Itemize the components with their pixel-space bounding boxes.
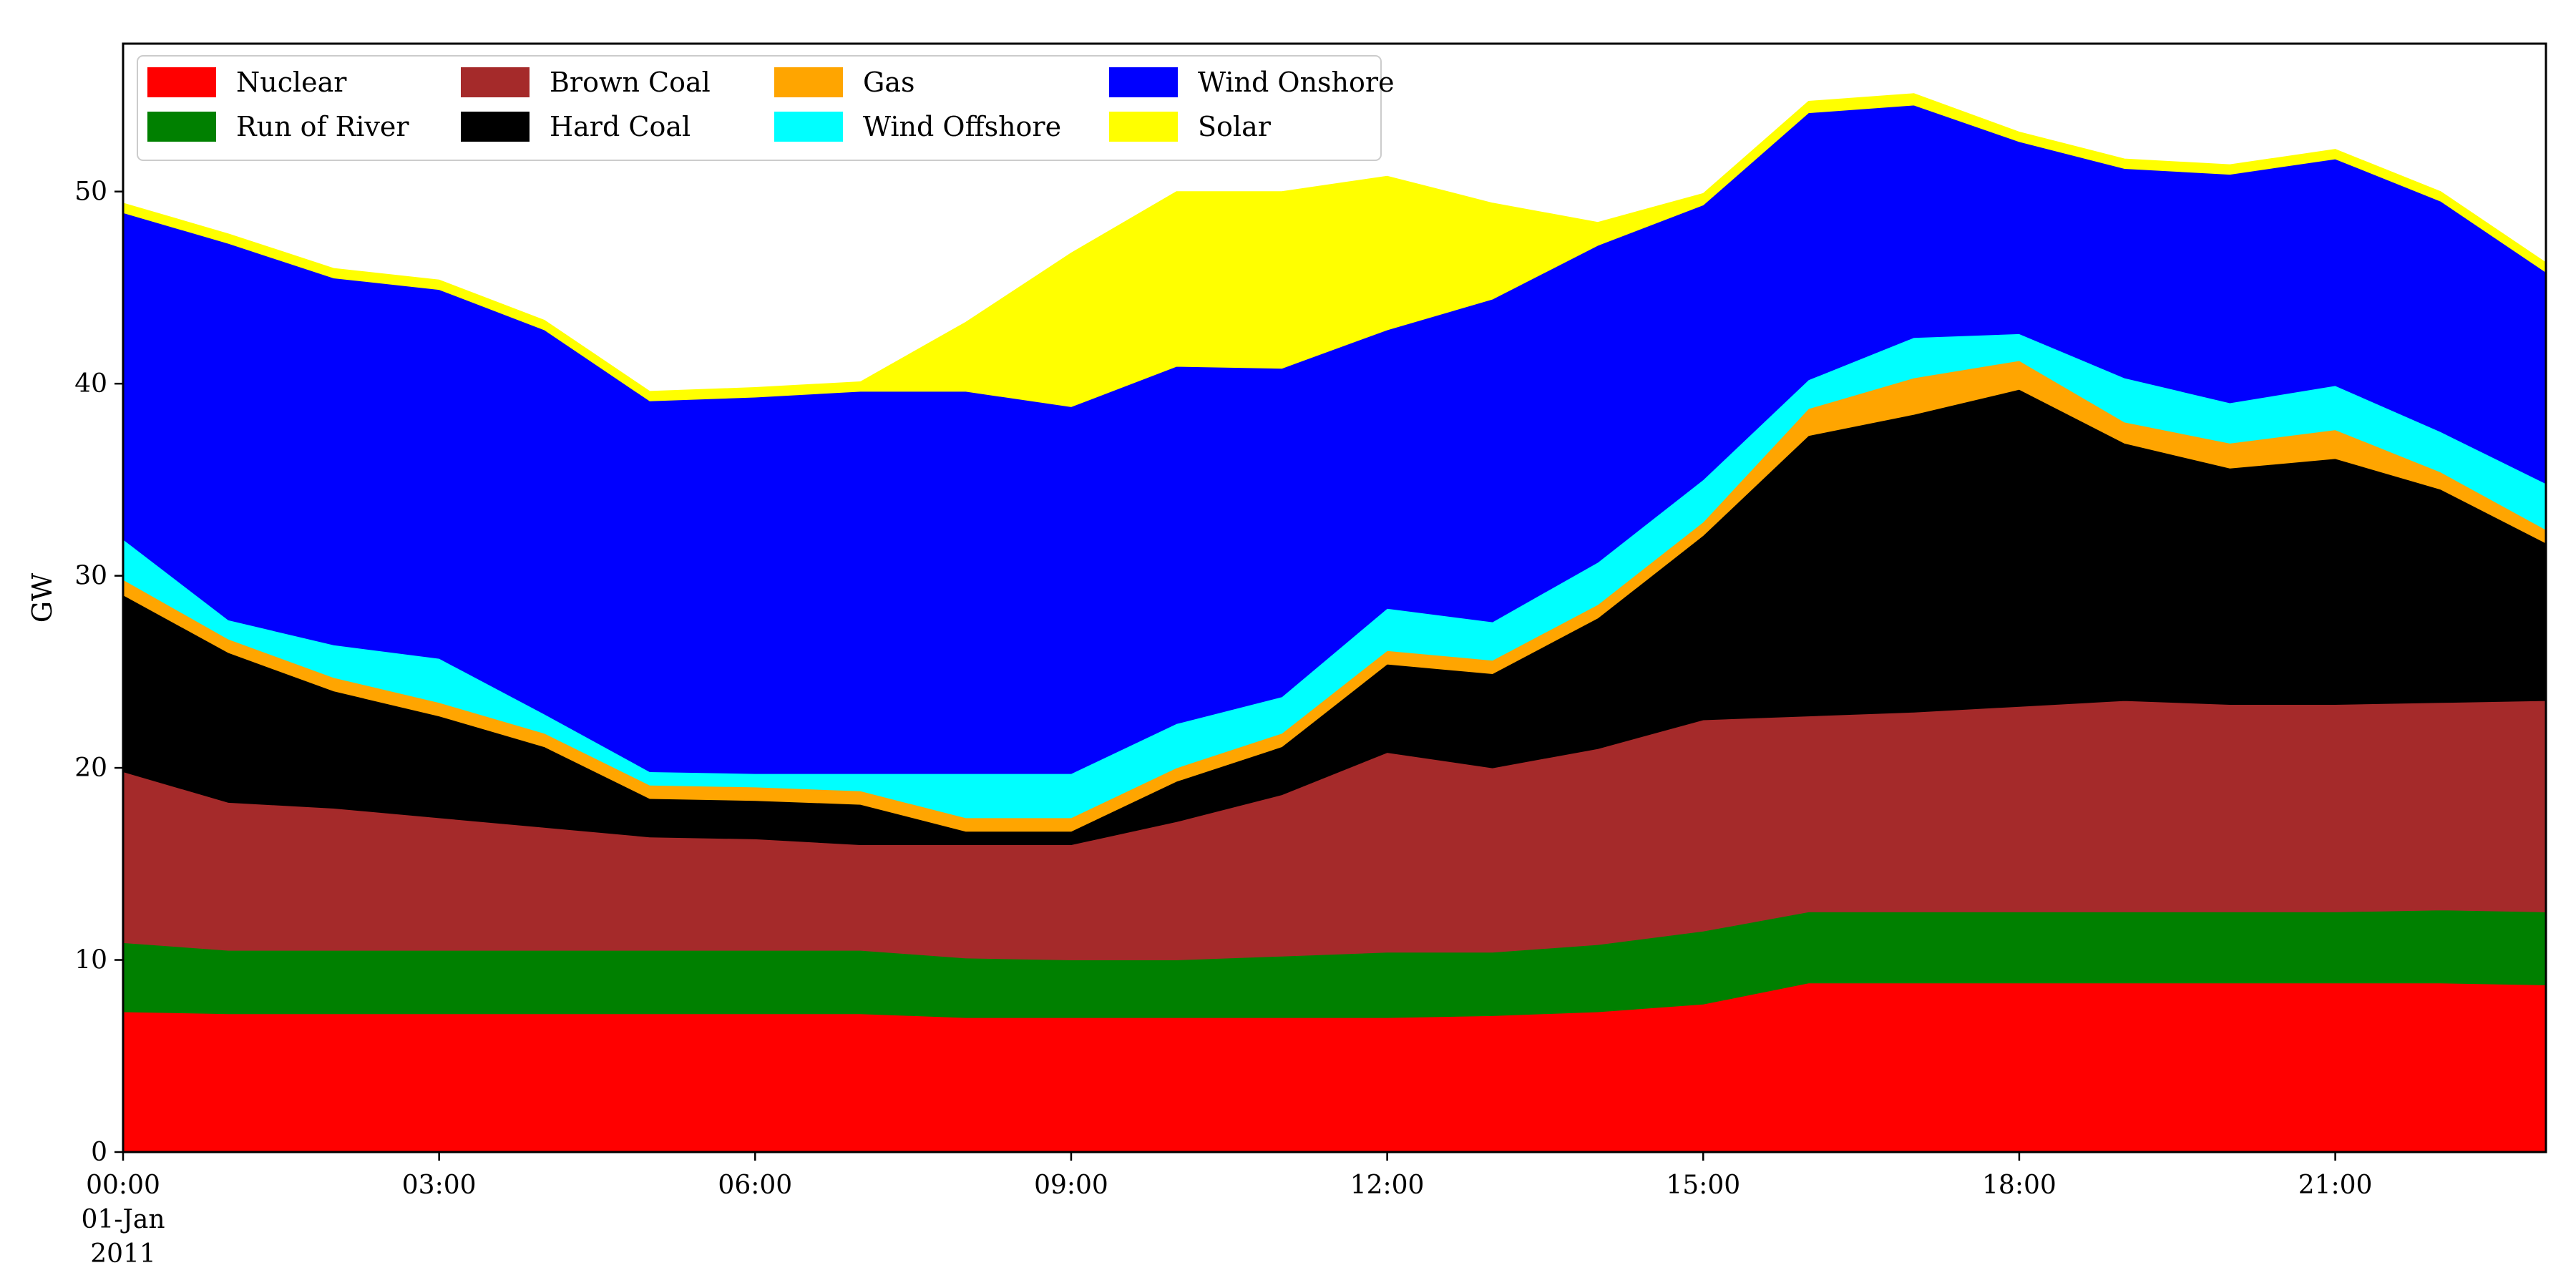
- axes-frame: [122, 42, 2547, 1153]
- legend-swatch-wind-offshore: [774, 112, 843, 142]
- x-tick-label: 2011: [90, 1239, 156, 1269]
- x-tick-label: 18:00: [1982, 1171, 2057, 1200]
- legend-frame: [137, 55, 1382, 161]
- legend-swatch-gas: [774, 67, 843, 97]
- legend-label: Solar: [1198, 111, 1272, 142]
- legend-label: Nuclear: [236, 67, 347, 98]
- legend-label: Hard Coal: [550, 111, 691, 142]
- legend-swatch-run-of-river: [147, 112, 216, 142]
- x-tick-label: 09:00: [1034, 1171, 1108, 1200]
- y-axis-label: GW: [26, 573, 58, 623]
- legend-swatch-solar: [1109, 112, 1178, 142]
- legend-label: Run of River: [236, 111, 409, 142]
- x-tick-label: 01-Jan: [81, 1205, 165, 1234]
- x-tick-label: 21:00: [2298, 1171, 2373, 1200]
- axis-ticks: 0 10 20 30 40 50 00:00 01-Jan 2011 03:00 06:00 09:0…: [74, 177, 2372, 1269]
- legend-swatch-brown-coal: [461, 67, 530, 97]
- legend-swatch-hard-coal: [461, 112, 530, 142]
- x-tick-label: 15:00: [1666, 1171, 1740, 1200]
- x-tick-label: 03:00: [402, 1171, 477, 1200]
- legend-swatch-nuclear: [147, 67, 216, 97]
- x-tick-label: 12:00: [1350, 1171, 1425, 1200]
- y-tick-label: 10: [74, 946, 107, 975]
- y-tick-label: 20: [74, 753, 107, 783]
- legend-label: Brown Coal: [550, 67, 711, 98]
- legend: Nuclear Run of River Brown Coal Hard Coal Ga…: [137, 55, 1395, 161]
- x-tick-label: 06:00: [718, 1171, 792, 1200]
- legend-label: Wind Offshore: [863, 111, 1061, 142]
- stacked-areas: [122, 93, 2547, 1153]
- legend-swatch-wind-onshore: [1109, 67, 1178, 97]
- y-tick-label: 30: [74, 562, 107, 591]
- y-tick-label: 50: [74, 177, 107, 207]
- y-tick-label: 40: [74, 369, 107, 399]
- x-tick-label: 00:00: [86, 1171, 160, 1200]
- y-tick-label: 0: [91, 1138, 107, 1167]
- legend-label: Wind Onshore: [1198, 67, 1395, 98]
- legend-label: Gas: [863, 67, 915, 98]
